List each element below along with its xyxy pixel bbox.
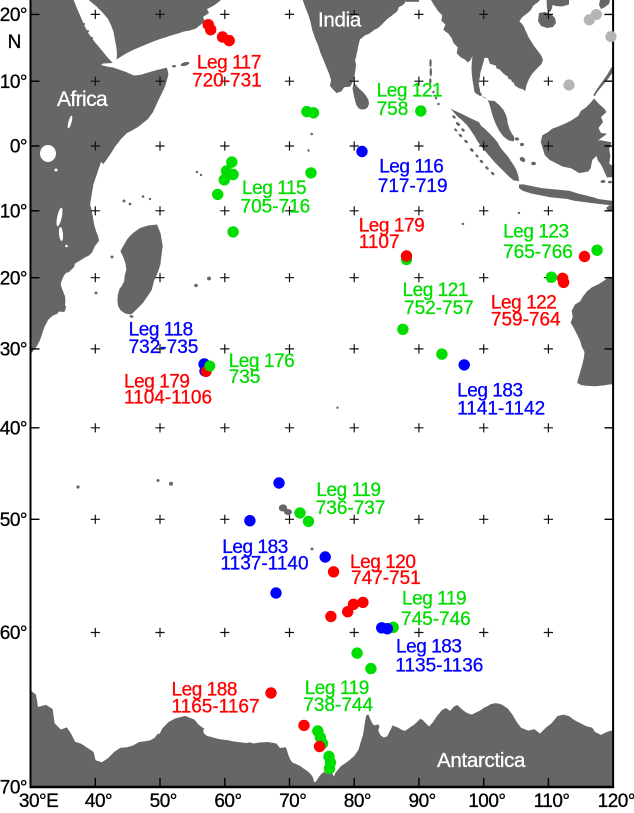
svg-text:120°: 120°	[598, 791, 634, 812]
svg-text:110°: 110°	[534, 791, 570, 812]
svg-text:Leg 119: Leg 119	[316, 480, 380, 501]
svg-text:736-737: 736-737	[316, 498, 386, 519]
svg-text:758: 758	[377, 99, 409, 120]
svg-text:30°E: 30°E	[19, 791, 58, 812]
svg-text:705-716: 705-716	[241, 197, 311, 218]
svg-text:Leg 121: Leg 121	[377, 80, 443, 101]
svg-text:Leg 123: Leg 123	[503, 221, 569, 242]
svg-text:40°: 40°	[85, 791, 112, 812]
svg-text:30°: 30°	[0, 340, 27, 361]
svg-text:1107: 1107	[359, 232, 400, 253]
svg-text:Leg 119: Leg 119	[305, 678, 369, 699]
svg-text:40°: 40°	[0, 418, 27, 439]
svg-text:Leg 183: Leg 183	[222, 537, 288, 558]
svg-text:Leg 120: Leg 120	[350, 552, 416, 573]
svg-text:752-757: 752-757	[404, 298, 474, 319]
svg-text:60°: 60°	[0, 623, 27, 644]
svg-text:Leg 122: Leg 122	[491, 292, 557, 313]
svg-text:India: India	[318, 9, 362, 32]
svg-text:720-731: 720-731	[192, 71, 262, 92]
svg-text:Leg 117: Leg 117	[197, 52, 261, 73]
svg-text:50°: 50°	[150, 791, 177, 812]
svg-text:10°: 10°	[0, 201, 27, 222]
svg-text:738-744: 738-744	[303, 695, 373, 716]
svg-text:Africa: Africa	[57, 88, 108, 111]
svg-text:732-735: 732-735	[129, 337, 199, 358]
svg-text:0°: 0°	[10, 137, 27, 158]
svg-text:745-746: 745-746	[401, 609, 471, 630]
svg-text:1104-1106: 1104-1106	[124, 388, 212, 409]
svg-text:90°: 90°	[409, 791, 436, 812]
svg-text:717-719: 717-719	[378, 176, 448, 197]
svg-text:80°: 80°	[344, 791, 371, 812]
svg-text:Leg 183: Leg 183	[396, 637, 462, 658]
svg-text:Leg 179: Leg 179	[124, 371, 190, 392]
svg-text:Leg 116: Leg 116	[379, 156, 443, 177]
svg-text:759-764: 759-764	[491, 309, 561, 330]
svg-text:1135-1136: 1135-1136	[395, 656, 483, 677]
svg-text:Leg 118: Leg 118	[129, 320, 193, 341]
svg-text:Leg 183: Leg 183	[457, 380, 523, 401]
svg-text:1165-1167: 1165-1167	[172, 696, 260, 717]
svg-text:Leg 115: Leg 115	[242, 178, 306, 199]
svg-text:60°: 60°	[214, 791, 241, 812]
svg-text:Leg 188: Leg 188	[172, 679, 238, 700]
svg-text:Antarctica: Antarctica	[437, 749, 526, 772]
svg-text:747-751: 747-751	[351, 568, 421, 589]
svg-text:735: 735	[229, 367, 261, 388]
svg-text:20°: 20°	[0, 5, 27, 26]
svg-text:N: N	[8, 32, 22, 53]
svg-text:Leg 179: Leg 179	[359, 216, 425, 237]
svg-text:1141-1142: 1141-1142	[457, 399, 545, 420]
svg-text:70°: 70°	[0, 778, 27, 799]
svg-text:Leg 119: Leg 119	[402, 589, 466, 610]
svg-text:100°: 100°	[468, 791, 505, 812]
svg-text:Leg 176: Leg 176	[229, 351, 295, 372]
svg-text:70°: 70°	[279, 791, 306, 812]
svg-text:765-766: 765-766	[503, 242, 573, 263]
svg-text:50°: 50°	[0, 510, 27, 531]
svg-text:1137-1140: 1137-1140	[221, 553, 309, 574]
svg-text:Leg 121: Leg 121	[403, 280, 469, 301]
svg-text:20°: 20°	[0, 268, 27, 289]
svg-text:10°: 10°	[0, 72, 27, 93]
